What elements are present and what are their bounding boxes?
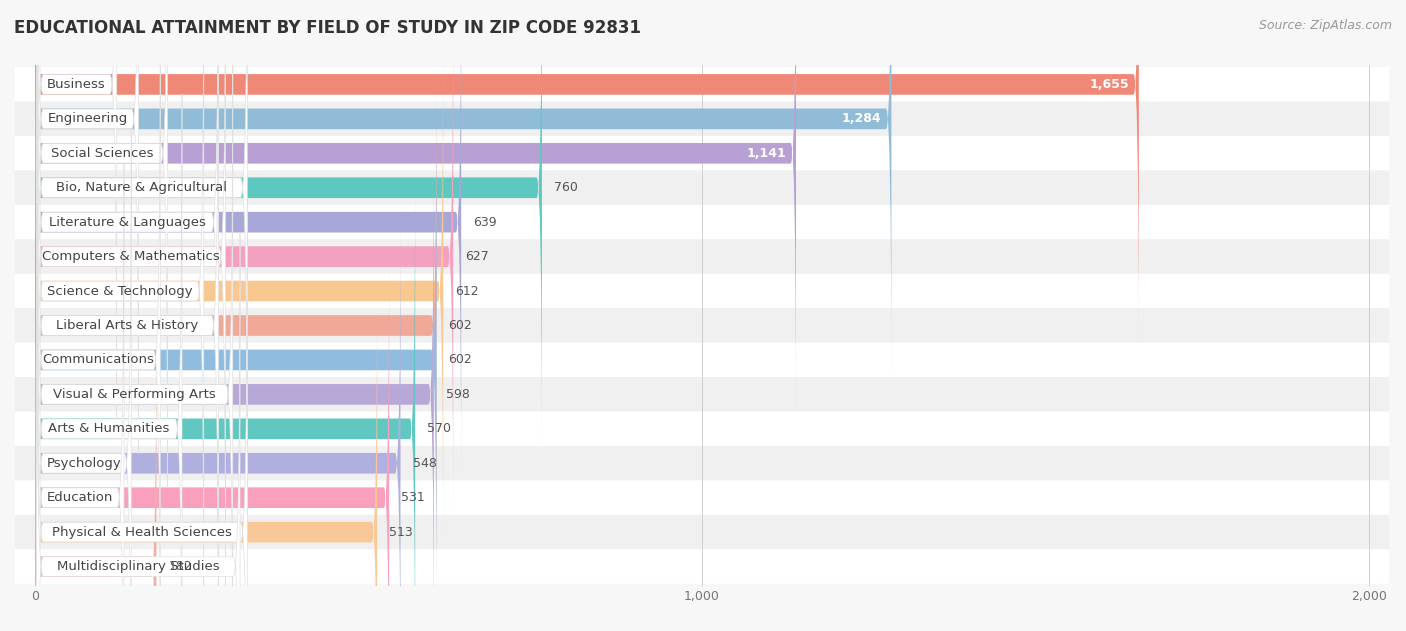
FancyBboxPatch shape [15, 170, 1389, 205]
FancyBboxPatch shape [35, 0, 461, 487]
FancyBboxPatch shape [15, 515, 1389, 550]
Text: 639: 639 [474, 216, 496, 228]
Text: Literature & Languages: Literature & Languages [49, 216, 205, 228]
FancyBboxPatch shape [15, 205, 1389, 239]
FancyBboxPatch shape [35, 0, 541, 453]
Text: 1,655: 1,655 [1090, 78, 1129, 91]
Text: 760: 760 [554, 181, 578, 194]
FancyBboxPatch shape [15, 377, 1389, 411]
Text: 1,141: 1,141 [747, 147, 786, 160]
FancyBboxPatch shape [35, 163, 415, 631]
FancyBboxPatch shape [35, 198, 401, 631]
FancyBboxPatch shape [15, 480, 1389, 515]
Text: 182: 182 [169, 560, 193, 573]
Text: Education: Education [46, 491, 114, 504]
Text: Psychology: Psychology [46, 457, 121, 469]
FancyBboxPatch shape [15, 274, 1389, 309]
FancyBboxPatch shape [37, 60, 233, 631]
Text: 598: 598 [446, 388, 470, 401]
Text: 548: 548 [412, 457, 436, 469]
Text: Science & Technology: Science & Technology [48, 285, 193, 298]
Text: 570: 570 [427, 422, 451, 435]
FancyBboxPatch shape [15, 102, 1389, 136]
Text: 1,284: 1,284 [842, 112, 882, 126]
Text: 627: 627 [465, 250, 489, 263]
FancyBboxPatch shape [35, 0, 1139, 350]
FancyBboxPatch shape [35, 0, 453, 522]
Text: Bio, Nature & Agricultural: Bio, Nature & Agricultural [56, 181, 228, 194]
Text: Communications: Communications [42, 353, 155, 367]
FancyBboxPatch shape [37, 0, 218, 557]
FancyBboxPatch shape [37, 0, 218, 631]
FancyBboxPatch shape [37, 129, 131, 631]
FancyBboxPatch shape [37, 232, 240, 631]
FancyBboxPatch shape [15, 343, 1389, 377]
FancyBboxPatch shape [15, 309, 1389, 343]
FancyBboxPatch shape [37, 163, 124, 631]
FancyBboxPatch shape [37, 0, 138, 454]
FancyBboxPatch shape [35, 129, 434, 631]
FancyBboxPatch shape [37, 198, 247, 631]
FancyBboxPatch shape [15, 136, 1389, 170]
FancyBboxPatch shape [37, 0, 225, 591]
FancyBboxPatch shape [15, 239, 1389, 274]
FancyBboxPatch shape [15, 68, 1389, 102]
Text: 531: 531 [401, 491, 425, 504]
Text: Business: Business [48, 78, 105, 91]
FancyBboxPatch shape [35, 232, 389, 631]
FancyBboxPatch shape [37, 0, 117, 419]
Text: Arts & Humanities: Arts & Humanities [48, 422, 170, 435]
Text: Social Sciences: Social Sciences [51, 147, 153, 160]
Text: Engineering: Engineering [48, 112, 128, 126]
Text: Multidisciplinary Studies: Multidisciplinary Studies [56, 560, 219, 573]
FancyBboxPatch shape [35, 95, 436, 625]
Text: 612: 612 [456, 285, 479, 298]
FancyBboxPatch shape [37, 0, 204, 626]
FancyBboxPatch shape [15, 446, 1389, 480]
FancyBboxPatch shape [35, 61, 436, 591]
Text: Visual & Performing Arts: Visual & Performing Arts [53, 388, 217, 401]
FancyBboxPatch shape [37, 0, 247, 522]
FancyBboxPatch shape [37, 25, 160, 631]
Text: EDUCATIONAL ATTAINMENT BY FIELD OF STUDY IN ZIP CODE 92831: EDUCATIONAL ATTAINMENT BY FIELD OF STUDY… [14, 19, 641, 37]
FancyBboxPatch shape [35, 0, 891, 384]
Text: 602: 602 [449, 319, 472, 332]
Text: 602: 602 [449, 353, 472, 367]
Text: Liberal Arts & History: Liberal Arts & History [56, 319, 198, 332]
FancyBboxPatch shape [15, 550, 1389, 584]
FancyBboxPatch shape [35, 302, 156, 631]
FancyBboxPatch shape [15, 411, 1389, 446]
FancyBboxPatch shape [35, 267, 377, 631]
FancyBboxPatch shape [35, 0, 796, 418]
FancyBboxPatch shape [35, 26, 443, 557]
Text: Computers & Mathematics: Computers & Mathematics [42, 250, 219, 263]
Text: 513: 513 [389, 526, 413, 539]
FancyBboxPatch shape [37, 94, 181, 631]
FancyBboxPatch shape [37, 0, 167, 488]
Text: Physical & Health Sciences: Physical & Health Sciences [52, 526, 232, 539]
Text: Source: ZipAtlas.com: Source: ZipAtlas.com [1258, 19, 1392, 32]
